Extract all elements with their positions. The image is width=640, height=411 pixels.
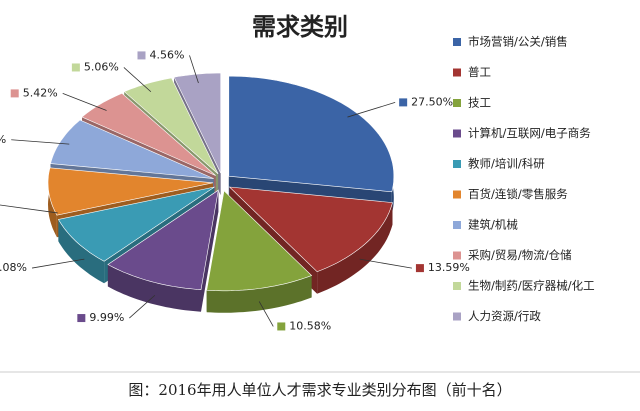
leader-line bbox=[0, 204, 58, 214]
slice bbox=[57, 186, 215, 262]
value-label: 7.56% bbox=[0, 133, 6, 146]
pie: 27.50%13.59%10.58%9.99%8.08%7.65%7.56%5.… bbox=[0, 48, 470, 332]
label-swatch bbox=[399, 98, 408, 107]
slice bbox=[206, 190, 313, 292]
leader-line bbox=[258, 301, 274, 327]
label-swatch bbox=[415, 264, 424, 273]
slice bbox=[206, 190, 313, 313]
slice bbox=[107, 189, 219, 291]
leader-line bbox=[31, 258, 85, 269]
label-swatch bbox=[77, 314, 86, 323]
value-label: 9.99% bbox=[89, 311, 124, 324]
leader-line bbox=[62, 93, 107, 111]
legend-label: 百货/连锁/零售服务 bbox=[468, 187, 568, 201]
slice bbox=[47, 167, 214, 216]
slice-side bbox=[206, 275, 312, 313]
label-swatch bbox=[71, 63, 80, 72]
legend-swatch bbox=[453, 129, 461, 138]
caption: 图：2016年用人单位人才需求专业类别分布图（前十名） bbox=[128, 381, 511, 399]
leader-line bbox=[347, 102, 396, 118]
value-label: 10.58% bbox=[289, 319, 331, 332]
value-label: 13.59% bbox=[428, 261, 470, 274]
slice bbox=[173, 72, 221, 174]
slice bbox=[123, 77, 219, 175]
legend-swatch bbox=[453, 251, 461, 260]
value-label: 5.06% bbox=[84, 60, 119, 73]
legend-label: 教师/培训/科研 bbox=[468, 157, 545, 171]
legend-swatch bbox=[453, 38, 461, 46]
slice bbox=[228, 186, 393, 273]
label-swatch bbox=[277, 322, 286, 331]
legend-swatch bbox=[453, 68, 461, 77]
slice bbox=[50, 119, 214, 179]
legend-label: 技工 bbox=[468, 96, 491, 110]
legend: 市场营销/公关/销售普工技工计算机/互联网/电子商务教师/培训/科研百货/连锁/… bbox=[453, 35, 595, 323]
value-label: 5.42% bbox=[23, 86, 58, 99]
label-swatch bbox=[10, 89, 19, 98]
label-swatch bbox=[137, 51, 146, 60]
chart-title: 需求类别 bbox=[252, 13, 348, 41]
leader-line bbox=[359, 258, 412, 269]
leader-line bbox=[129, 295, 156, 319]
legend-label: 普工 bbox=[468, 65, 491, 79]
slice bbox=[81, 92, 216, 176]
legend-swatch bbox=[453, 312, 461, 321]
legend-swatch bbox=[453, 190, 461, 199]
slice bbox=[107, 189, 219, 312]
legend-label: 人力资源/行政 bbox=[468, 309, 541, 323]
slice-side bbox=[48, 167, 57, 238]
legend-swatch bbox=[453, 160, 461, 168]
slice-side bbox=[317, 202, 393, 294]
legend-label: 采购/贸易/物流/仓储 bbox=[468, 248, 572, 262]
legend-label: 计算机/互联网/电子商务 bbox=[468, 126, 591, 140]
slice-side bbox=[201, 190, 219, 312]
legend-label: 建筑/机械 bbox=[468, 218, 518, 232]
value-label: 27.50% bbox=[411, 95, 453, 108]
value-label: 4.56% bbox=[149, 48, 184, 61]
legend-swatch bbox=[453, 99, 461, 107]
leader-line bbox=[123, 67, 152, 93]
slice-side bbox=[107, 264, 201, 312]
legend-label: 生物/制药/医疗器械/化工 bbox=[468, 279, 595, 293]
value-label: 8.08% bbox=[0, 261, 27, 274]
leader-line bbox=[189, 55, 199, 84]
leader-line bbox=[11, 139, 70, 145]
legend-swatch bbox=[453, 221, 461, 229]
slice bbox=[228, 75, 395, 193]
legend-label: 市场营销/公关/销售 bbox=[468, 35, 568, 49]
legend-swatch bbox=[453, 282, 461, 290]
